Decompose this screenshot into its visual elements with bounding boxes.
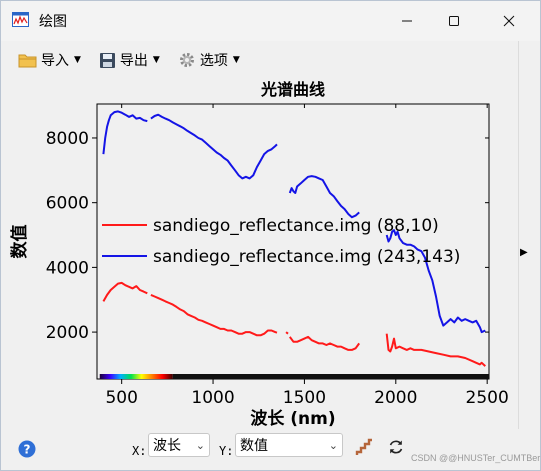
plot-frame (96, 103, 490, 380)
x-tick-label: 1500 (283, 388, 326, 408)
side-panel-edge (518, 41, 526, 429)
chart-title: 光谱曲线 (260, 80, 325, 99)
series-1-line-segment (285, 331, 289, 335)
options-menu-button[interactable]: 选项 ▼ (175, 47, 243, 73)
options-label: 选项 (199, 53, 228, 69)
import-label: 导入 (41, 53, 69, 69)
expand-panel-arrow-icon[interactable]: ▶ (520, 247, 528, 258)
legend-label-1: sandiego_reflectance.img (88,10) (153, 216, 439, 236)
save-disk-icon (99, 52, 115, 68)
series-2-line-segment (150, 113, 278, 180)
refresh-icon[interactable] (387, 438, 405, 456)
visible-spectrum-strip (99, 374, 173, 379)
y-tick-label: 4000 (46, 258, 89, 278)
folder-icon (18, 54, 37, 68)
chevron-down-icon: ▼ (152, 55, 160, 65)
x-tick-label: 1000 (191, 388, 234, 408)
series-2-line-segment (385, 229, 486, 334)
close-button[interactable] (486, 1, 532, 41)
series-2-line-segment (102, 110, 148, 155)
y-axis-label: 数值 (9, 225, 30, 259)
stairs-icon[interactable] (354, 437, 374, 457)
x-tick-label: 2000 (374, 388, 417, 408)
minimize-button[interactable] (384, 1, 430, 41)
chevron-down-icon: ▼ (232, 55, 240, 65)
maximize-icon (449, 16, 459, 26)
y-tick-label: 2000 (46, 323, 89, 343)
toolbar: 导入 ▼ 导出 ▼ 选项 ▼ (15, 47, 243, 73)
x-axis-select-value: 波长 (153, 438, 181, 454)
scrollbar[interactable] (528, 41, 540, 429)
chevron-down-icon: ⌄ (195, 438, 205, 452)
legend-label-2: sandiego_reflectance.img (243,143) (153, 247, 460, 267)
series-1-line-segment (385, 333, 486, 367)
y-axis-select-value: 数值 (240, 438, 268, 454)
title-bar[interactable]: 绘图 (1, 1, 540, 41)
gear-icon (179, 53, 194, 67)
export-label: 导出 (119, 53, 148, 69)
watermark-text: CSDN @@HNUSTer_CUMTBer (411, 453, 541, 463)
export-menu-button[interactable]: 导出 ▼ (96, 47, 163, 73)
y-axis-selector-label: Y: (219, 444, 234, 458)
minimize-icon (402, 20, 412, 22)
svg-text:?: ? (24, 443, 31, 457)
waveform-icon (12, 12, 29, 27)
spectral-plot[interactable]: sandiego_reflectance.img (88,10) sandiego… (1, 75, 528, 435)
infrared-strip (172, 374, 489, 379)
series-1-line-segment (150, 293, 278, 337)
chevron-down-icon: ⌄ (328, 438, 338, 452)
x-tick-label: 2500 (466, 388, 509, 408)
x-axis-label: 波长 (nm) (250, 408, 335, 429)
bottom-bar: ? X: 波长 ⌄ Y: 数值 ⌄ CSDN @@HNUSTer_CUMTBer (1, 431, 541, 463)
y-axis-select[interactable]: 数值 ⌄ (235, 433, 343, 457)
series-1-line-segment (102, 281, 148, 302)
y-tick-label: 6000 (46, 194, 89, 214)
chevron-down-icon: ▼ (74, 55, 81, 65)
maximize-button[interactable] (431, 1, 477, 41)
series-1-line-segment (289, 335, 361, 351)
x-axis-selector-label: X: (132, 444, 147, 458)
window-title: 绘图 (39, 14, 67, 30)
series-2-line-segment (288, 175, 360, 219)
help-icon[interactable]: ? (18, 440, 36, 458)
x-tick-label: 500 (105, 388, 137, 408)
import-menu-button[interactable]: 导入 ▼ (15, 47, 84, 73)
close-icon (503, 15, 515, 27)
y-tick-label: 8000 (46, 129, 89, 149)
x-axis-select[interactable]: 波长 ⌄ (148, 433, 210, 457)
